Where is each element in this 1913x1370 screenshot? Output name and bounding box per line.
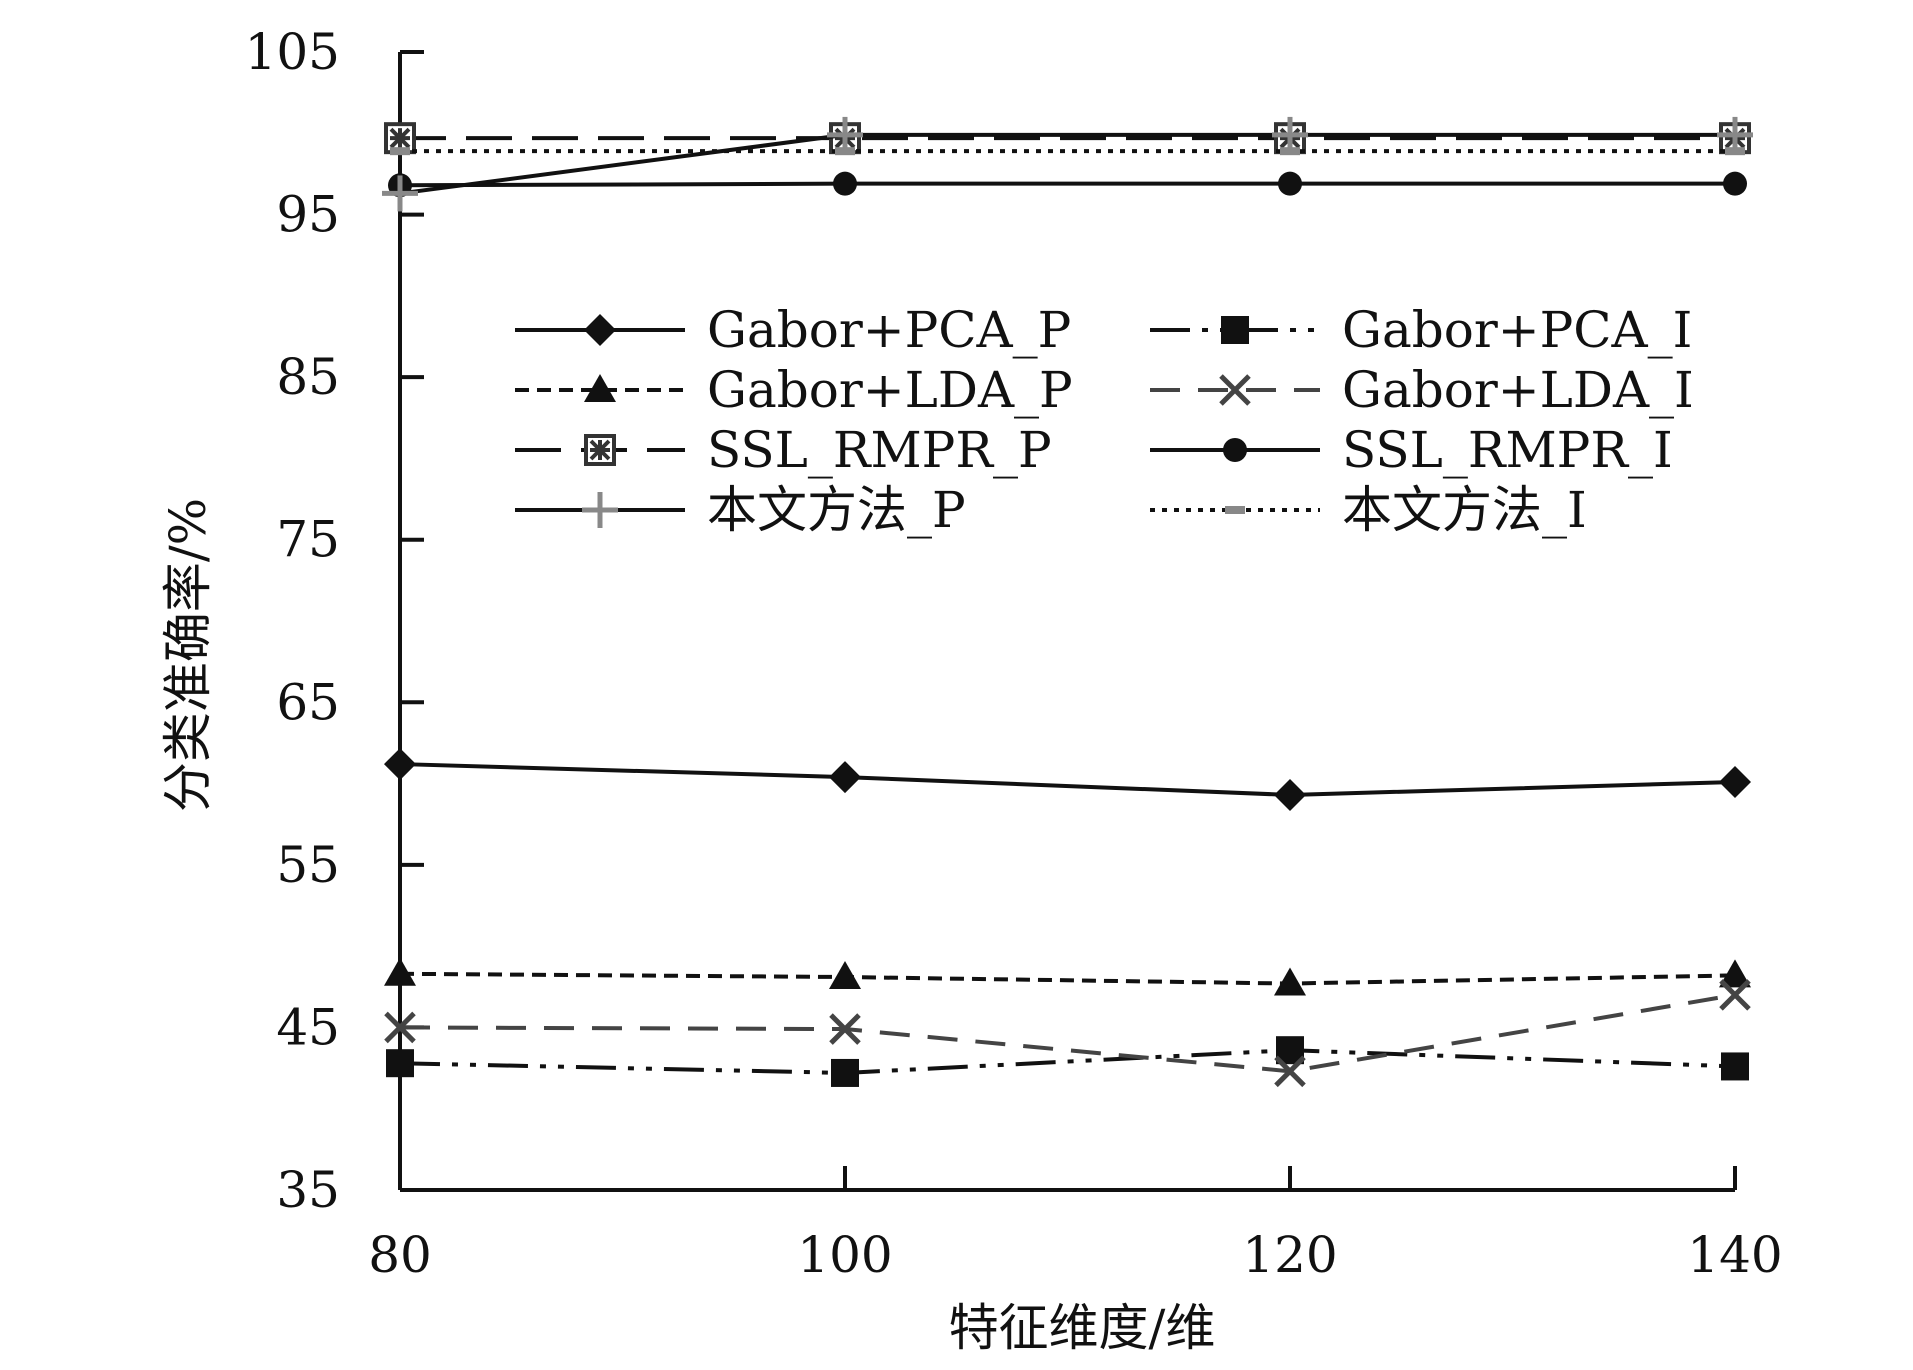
series-line	[399, 1048, 1736, 1075]
data-point	[384, 1011, 416, 1044]
data-point	[1721, 1052, 1749, 1081]
y-tick-label: 105	[245, 23, 340, 81]
legend-marker	[1219, 374, 1251, 406]
series-layer	[382, 116, 1753, 1088]
y-tick-label: 35	[276, 1161, 340, 1219]
axes: 35 45 55 65 75 85 95 105 80 100 120 140	[245, 23, 1783, 1284]
series-6	[388, 171, 1747, 198]
series-5	[384, 122, 1751, 155]
y-axis-title: 分类准确率/%	[159, 498, 217, 812]
series-line	[399, 181, 1735, 188]
legend-label: 本文方法_P	[707, 481, 966, 539]
data-point	[833, 171, 857, 196]
data-point	[1725, 147, 1745, 156]
x-tick-label: 80	[368, 1226, 432, 1284]
series-3	[384, 957, 1751, 996]
series-line	[399, 132, 1735, 196]
legend-label: SSL_RMPR_I	[1342, 421, 1673, 479]
legend-marker	[584, 314, 616, 346]
legend-item: SSL_RMPR_I	[1150, 421, 1673, 479]
legend-label: Gabor+PCA_I	[1342, 301, 1692, 359]
legend-item: Gabor+LDA_P	[515, 361, 1073, 419]
data-point	[384, 748, 416, 781]
legend-marker	[1225, 506, 1245, 514]
data-point	[382, 175, 418, 212]
data-point	[1719, 765, 1751, 798]
series-line	[399, 971, 1736, 986]
data-point	[384, 957, 416, 986]
legend-marker	[582, 492, 618, 528]
y-tick-label: 75	[276, 511, 340, 569]
series-line	[399, 992, 1736, 1074]
data-point	[1280, 147, 1300, 156]
data-point	[390, 147, 410, 156]
data-point	[1274, 1055, 1306, 1088]
y-tick-label: 55	[276, 836, 340, 894]
data-point	[1717, 116, 1753, 153]
data-point	[827, 116, 863, 153]
data-point	[829, 961, 861, 990]
legend-item: SSL_RMPR_P	[515, 421, 1052, 479]
legend-item: Gabor+PCA_P	[515, 301, 1071, 359]
series-4	[384, 979, 1751, 1088]
y-tick-label: 95	[276, 186, 340, 244]
legend-item: 本文方法_I	[1150, 481, 1587, 539]
data-point	[1278, 171, 1302, 196]
legend-label: SSL_RMPR_P	[707, 421, 1052, 479]
series-7	[382, 116, 1753, 212]
data-point	[829, 761, 861, 794]
x-tick-label: 140	[1687, 1226, 1782, 1284]
data-point	[386, 1049, 414, 1078]
data-point	[1274, 778, 1306, 811]
data-point	[831, 1058, 859, 1087]
legend-marker	[1221, 316, 1249, 344]
data-point	[1719, 959, 1751, 988]
data-point	[829, 1013, 861, 1045]
legend-label: 本文方法_I	[1342, 481, 1587, 539]
legend-marker	[584, 374, 616, 402]
legend-marker	[584, 434, 616, 466]
series-8	[390, 147, 1745, 156]
series-line	[399, 762, 1736, 797]
x-axis-title: 特征维度/维	[949, 1299, 1216, 1357]
data-point	[1723, 171, 1747, 196]
data-point	[1719, 979, 1751, 1011]
series-2	[386, 1036, 1749, 1087]
legend-item: Gabor+PCA_I	[1150, 301, 1692, 359]
legend-label: Gabor+LDA_P	[707, 361, 1073, 419]
data-point	[1272, 116, 1308, 153]
data-point	[1274, 967, 1306, 996]
y-tick-label: 85	[276, 348, 340, 406]
series-1	[384, 748, 1751, 811]
legend-label: Gabor+LDA_I	[1342, 361, 1694, 419]
x-tick-label: 120	[1242, 1226, 1337, 1284]
legend-label: Gabor+PCA_P	[707, 301, 1071, 359]
y-tick-label: 45	[276, 998, 340, 1056]
legend-item: Gabor+LDA_I	[1150, 361, 1694, 419]
x-tick-label: 100	[797, 1226, 892, 1284]
data-point	[835, 147, 855, 156]
legend: Gabor+PCA_P Gabor+PCA_I Gabor+LDA_P Gabor+L…	[515, 301, 1694, 539]
legend-marker	[1223, 438, 1247, 462]
y-tick-label: 65	[276, 673, 340, 731]
legend-item: 本文方法_P	[515, 481, 966, 539]
